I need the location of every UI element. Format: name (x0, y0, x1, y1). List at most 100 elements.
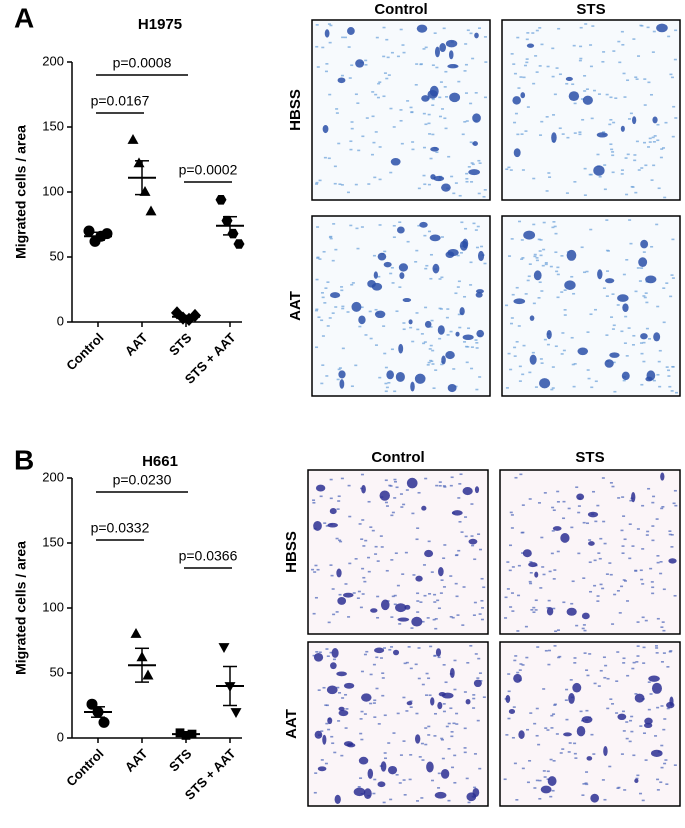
pore (584, 782, 588, 784)
pore (474, 653, 478, 655)
pore (603, 188, 607, 191)
pore (656, 789, 660, 791)
pore (524, 293, 528, 295)
pore (483, 189, 487, 191)
pore (536, 646, 540, 648)
cell (568, 91, 580, 101)
pore (556, 500, 560, 503)
pore (356, 597, 360, 600)
pore (532, 177, 536, 180)
pore (382, 55, 386, 58)
pore (528, 263, 532, 265)
pore (424, 306, 428, 309)
pore (333, 165, 337, 168)
cell (430, 697, 435, 706)
pore (324, 70, 328, 73)
pore (583, 194, 587, 196)
pore (393, 478, 397, 481)
pore (656, 555, 660, 557)
pore (570, 336, 574, 339)
pore (416, 611, 420, 613)
pore (349, 140, 353, 143)
pore (450, 735, 454, 738)
pore (652, 379, 656, 382)
pore (541, 264, 545, 267)
pore (360, 710, 364, 713)
pore (601, 477, 605, 479)
pore (668, 650, 672, 653)
panel-letter: A (14, 2, 34, 33)
pore (596, 600, 600, 602)
pore (644, 164, 648, 167)
pore (585, 88, 589, 90)
pore (581, 627, 585, 630)
pore (379, 657, 383, 659)
pore (408, 778, 412, 781)
pore (521, 373, 525, 376)
cell (563, 732, 572, 737)
pore (340, 74, 344, 77)
pore (429, 253, 433, 256)
pore (605, 573, 609, 575)
pore (477, 533, 481, 535)
micrograph (311, 215, 491, 397)
micrograph-frame (499, 641, 681, 807)
pore (649, 693, 653, 695)
pore (550, 727, 554, 729)
cell (513, 148, 521, 158)
pore (390, 646, 394, 648)
pore (618, 61, 622, 64)
pore (634, 191, 638, 194)
pore (579, 45, 583, 48)
pore (347, 46, 351, 48)
cell (338, 706, 345, 711)
pore (418, 756, 422, 758)
pore (555, 733, 559, 735)
cell (358, 315, 366, 325)
image-column-label: STS (576, 1, 605, 18)
pore (440, 579, 444, 581)
pore (549, 758, 553, 761)
pore (362, 576, 366, 579)
pore (552, 578, 556, 580)
pore (456, 614, 460, 616)
data-point (83, 225, 95, 237)
pore (325, 722, 329, 725)
pore (430, 319, 434, 322)
pore (668, 530, 672, 532)
pore (464, 227, 468, 230)
pore (320, 759, 324, 761)
pore (662, 287, 666, 289)
pore (465, 180, 469, 183)
pore (622, 662, 626, 664)
pore (652, 495, 656, 498)
pore (635, 661, 639, 663)
pore (655, 647, 659, 649)
pore (442, 703, 446, 705)
pore (522, 344, 526, 347)
pore (644, 292, 648, 294)
pore (464, 43, 468, 45)
pore (465, 177, 469, 180)
pore (614, 97, 618, 99)
pore (326, 281, 330, 283)
pore (329, 24, 333, 27)
pore (476, 225, 480, 228)
pore (507, 717, 511, 720)
cell (449, 92, 461, 103)
pore (442, 27, 446, 30)
pore (642, 360, 646, 363)
pore (437, 787, 441, 789)
pore (376, 96, 380, 99)
pore (628, 740, 632, 743)
pore (608, 562, 612, 564)
pore (650, 179, 654, 181)
cell (398, 263, 409, 272)
pore (532, 302, 536, 305)
pore (367, 500, 371, 503)
pore (674, 117, 678, 119)
pore (554, 630, 558, 633)
pore (626, 79, 630, 82)
pore (385, 38, 389, 41)
cell (433, 175, 445, 182)
